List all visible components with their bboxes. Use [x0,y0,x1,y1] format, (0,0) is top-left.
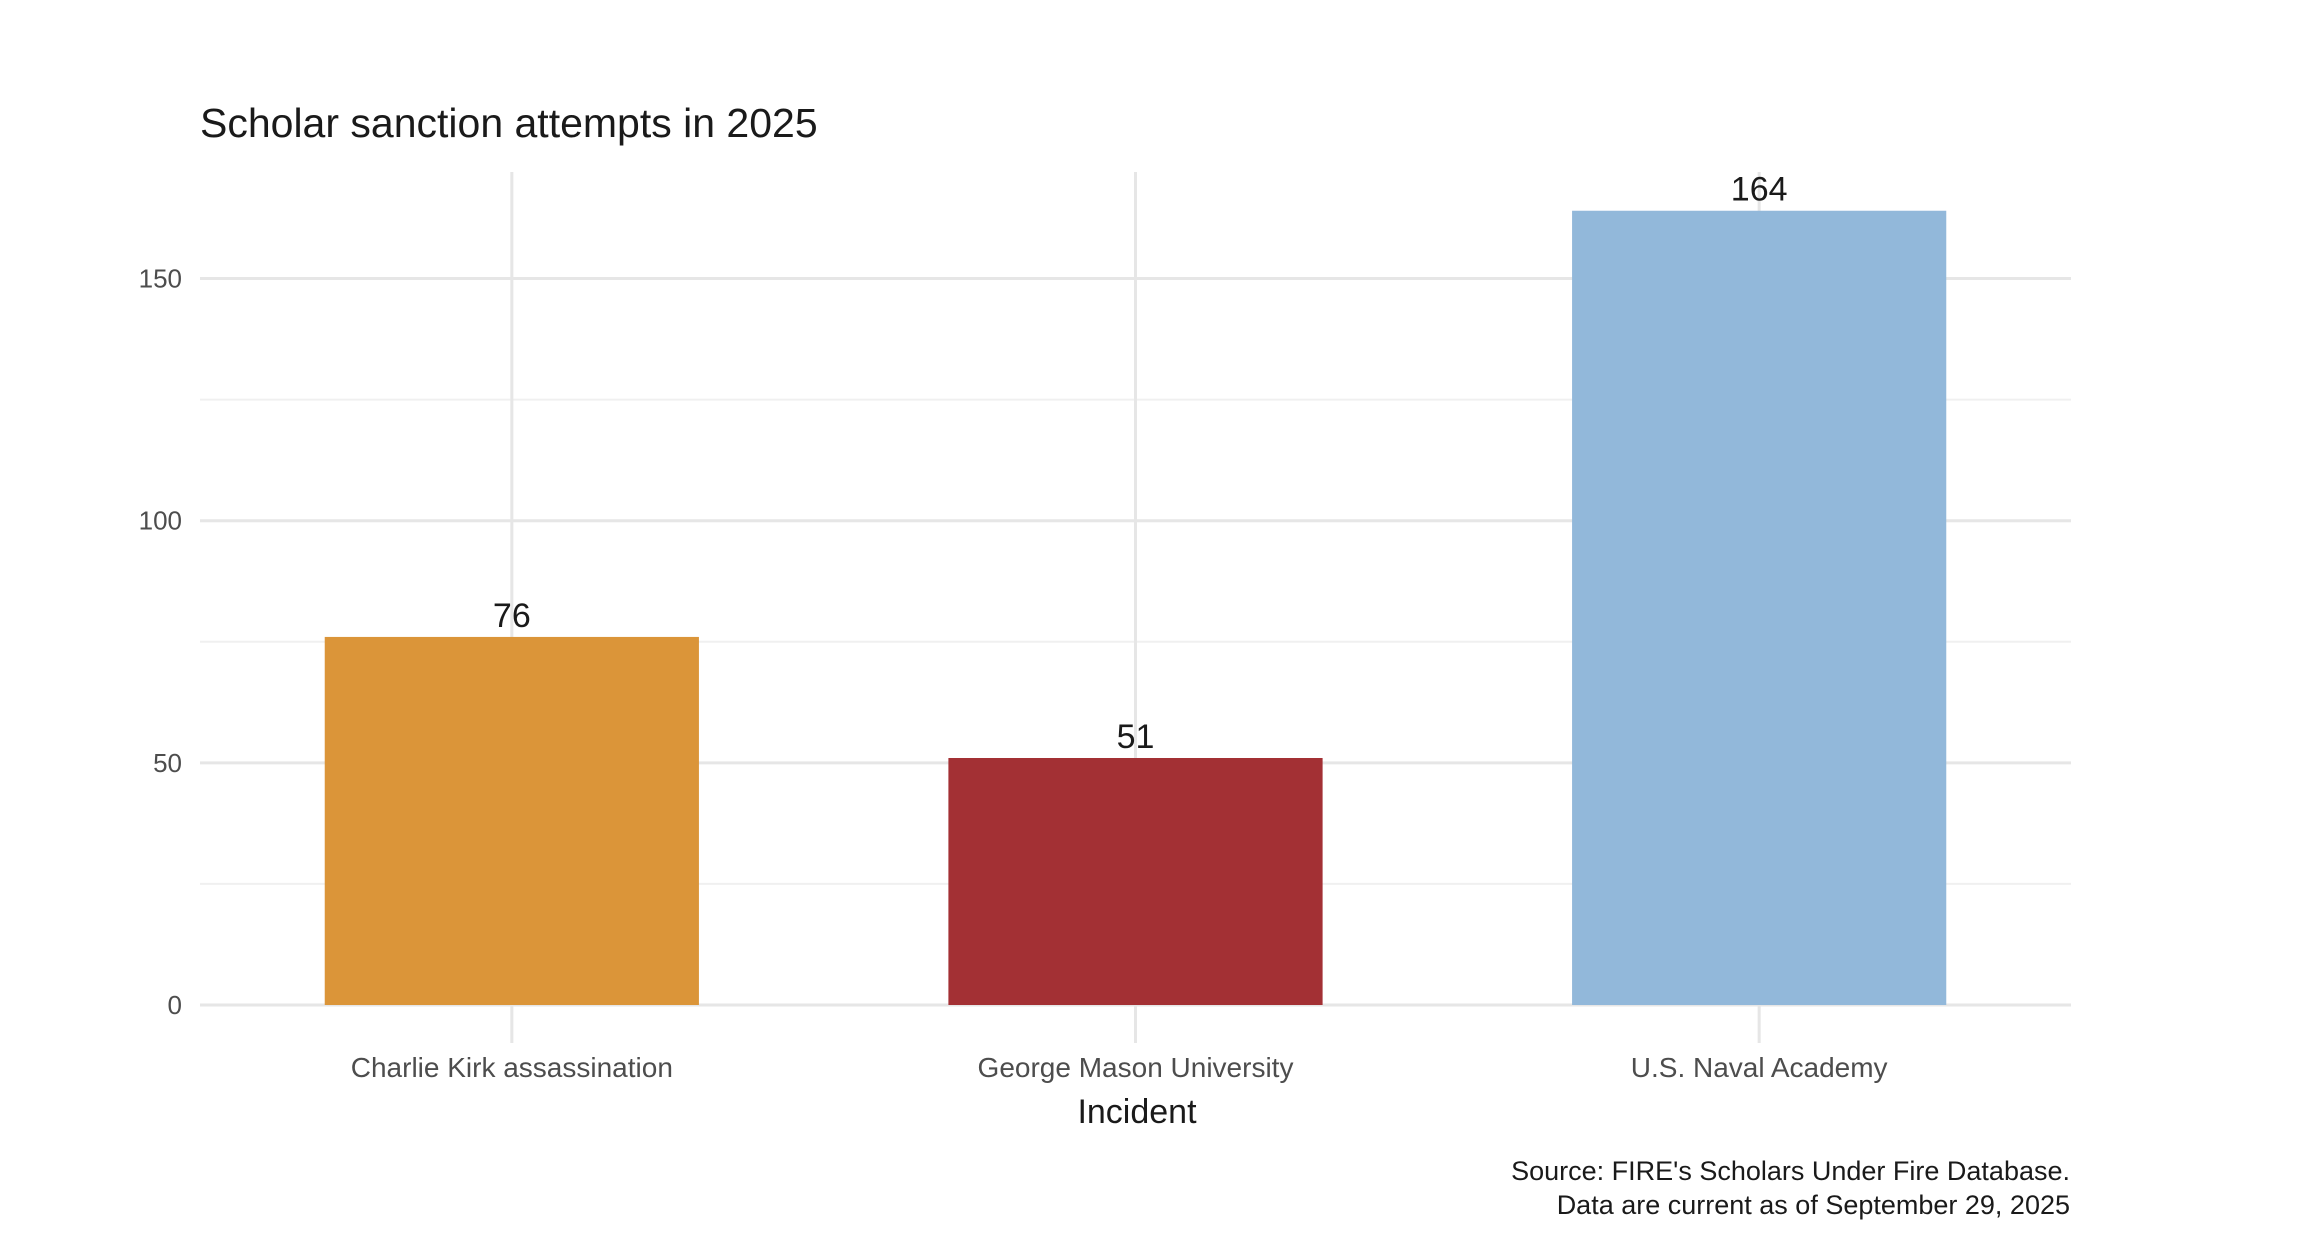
bar [1572,210,1947,1005]
x-tick-label: George Mason University [978,1052,1294,1083]
data-label: 51 [1117,718,1155,756]
y-tick-label: 50 [153,748,182,778]
bar [324,636,699,1005]
bars-layer [324,210,1947,1005]
bar [948,758,1323,1005]
x-tick-label: Charlie Kirk assassination [351,1052,673,1083]
source-caption: Source: FIRE's Scholars Under Fire Datab… [1511,1156,2070,1186]
y-tick-label: 0 [168,990,182,1020]
data-label: 76 [493,597,531,635]
data-label: 164 [1731,171,1788,209]
data-date-caption: Data are current as of September 29, 202… [1557,1190,2070,1220]
x-tick-label: U.S. Naval Academy [1631,1052,1888,1083]
y-tick-label: 100 [139,506,182,536]
y-tick-label: 150 [139,264,182,294]
chart-title: Scholar sanction attempts in 2025 [200,100,818,146]
x-axis-title: Incident [1077,1093,1197,1131]
labels-layer: 0 50 100 150 76 Charlie Kirk assassination 51 G… [139,171,1888,1083]
